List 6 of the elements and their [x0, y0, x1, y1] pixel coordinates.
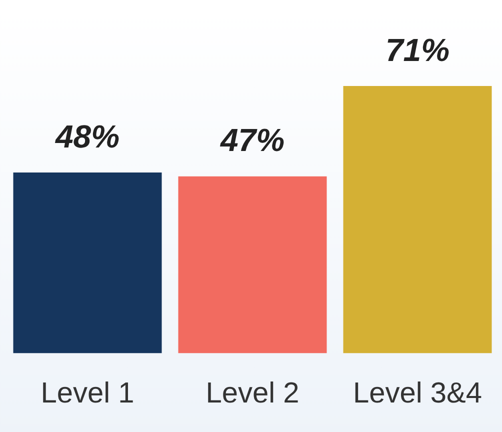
x-tick-label: Level 2 [206, 378, 300, 410]
data-label: 47% [219, 122, 285, 158]
x-tick-label: Level 1 [40, 378, 134, 410]
data-label: 71% [385, 32, 450, 68]
x-tick-label: Level 3&4 [353, 378, 482, 410]
data-label: 48% [54, 118, 120, 154]
